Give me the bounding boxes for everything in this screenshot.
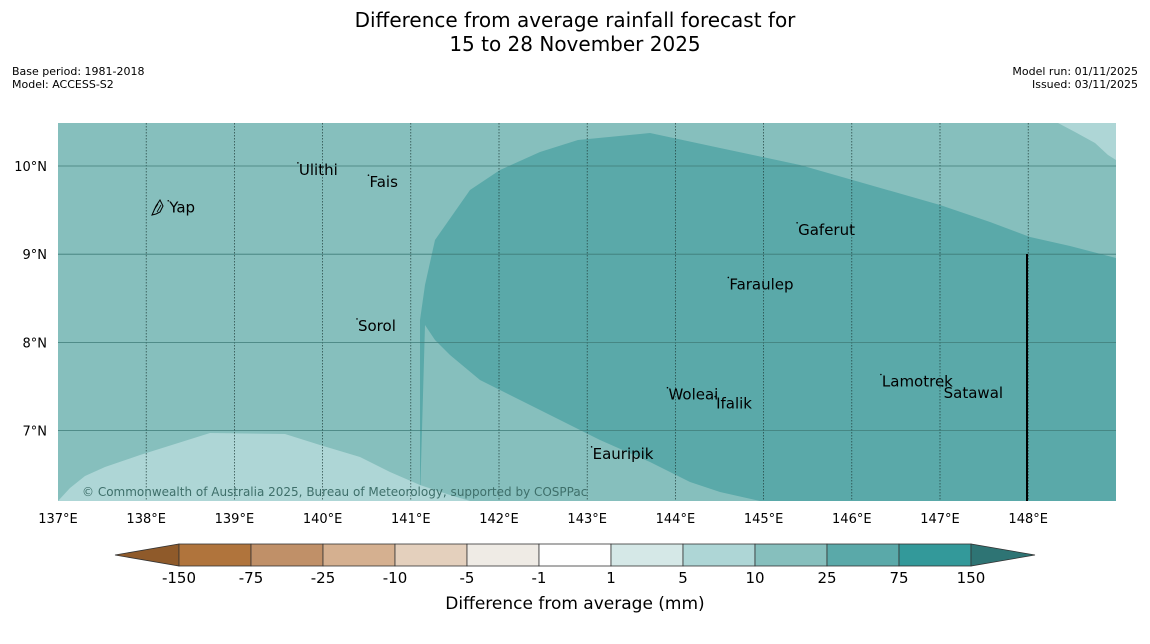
map-panel: Yap Ulithi Fais Gaferut Faraulep Sorol WoleaiI… [58,123,1116,501]
colorbar-tick-label: 5 [678,569,688,587]
colorbar-tick-label: 25 [817,569,836,587]
colorbar-bin [178,543,252,567]
colorbar-tick-label: -1 [532,569,547,587]
colorbar-tick-label: -10 [383,569,408,587]
place-labels: Yap Ulithi Fais Gaferut Faraulep Sorol WoleaiI… [167,161,1003,463]
place-marker [297,162,299,164]
latitude-tick-label: 8°N [23,336,48,351]
latitude-tick-label: 10°N [14,160,47,175]
graticule [58,123,1116,501]
chart-title: Difference from average rainfall forecas… [0,8,1150,56]
latitude-labels: 10°N 9°N 8°N 7°N [14,160,47,440]
longitude-tick-label: 148°E [1008,512,1048,527]
place-label: Lamotrek [882,373,953,391]
base-info: Base period: 1981-2018 Model: ACCESS-S2 [12,65,144,91]
title-line-1: Difference from average rainfall forecas… [354,8,796,32]
colorbar-under-arrow [114,543,180,567]
place-marker [367,174,370,176]
colorbar-bin [898,543,972,567]
issued-date: Issued: 03/11/2025 [1031,78,1138,91]
latitude-tick-label: 7°N [23,425,48,440]
place-marker [880,373,882,376]
yap-island-detail [153,203,162,213]
colorbar-bin [538,543,612,567]
colorbar-bin [610,543,684,567]
run-info: Model run: 01/11/2025 Issued: 03/11/2025 [1012,65,1138,91]
longitude-tick-label: 140°E [303,512,343,527]
longitude-tick-label: 138°E [126,512,166,527]
model-run: Model run: 01/11/2025 [1012,65,1138,78]
place-marker [590,446,593,448]
colorbar-bin [394,543,468,567]
colorbar-bin [322,543,396,567]
longitude-tick-label: 144°E [656,512,696,527]
longitude-labels: 137°E 138°E 139°E 140°E 141°E 142°E 143°E 144°E… [38,512,1048,527]
colorbar-bin [466,543,540,567]
colorbar-bin [250,543,324,567]
longitude-tick-label: 142°E [479,512,519,527]
colorbar-over-arrow [970,543,1036,567]
longitude-tick-label: 146°E [832,512,872,527]
place-marker [167,199,170,202]
longitude-tick-label: 137°E [38,512,78,527]
place-label: Ifalik [716,395,752,413]
yap-island-outline [151,199,164,216]
colorbar-tick-label: 1 [606,569,616,587]
colorbar-bin [682,543,756,567]
place-marker [796,221,798,224]
latitude-tick-label: 9°N [23,248,48,263]
place-marker [666,386,669,389]
colorbar-tick-label: 75 [889,569,908,587]
place-marker [714,395,716,398]
place-marker [727,276,730,279]
colorbar-title: Difference from average (mm) [445,594,704,614]
copyright-notice: © Commonwealth of Australia 2025, Bureau… [82,485,587,499]
longitude-tick-label: 147°E [920,512,960,527]
longitude-tick-label: 139°E [215,512,255,527]
field-drier-area-south [58,433,470,501]
colorbar-tick-label: -5 [460,569,475,587]
base-period: Base period: 1981-2018 [12,65,145,78]
place-label: Sorol [358,317,396,335]
place-label: Woleai [668,386,718,404]
colorbar-tick-label: -150 [162,569,196,587]
longitude-tick-label: 141°E [391,512,431,527]
place-label: Satawal [944,384,1003,402]
field-wetter-area [420,133,1116,501]
place-label: Eauripik [593,445,654,463]
place-marker [356,318,358,320]
colorbar-bin [826,543,900,567]
field-drier-area-northeast [1058,123,1116,160]
place-label: Faraulep [729,275,793,293]
colorbar-tick-label: 10 [745,569,764,587]
colorbar: -150 -75 -25 -10 -5 -1 1 5 10 25 75 150 [114,543,1036,587]
place-label: Gaferut [798,221,855,239]
place-label: Fais [369,173,398,191]
longitude-tick-label: 143°E [567,512,607,527]
colorbar-tick-label: -25 [311,569,336,587]
colorbar-bin [754,543,828,567]
place-label: Ulithi [299,161,338,179]
place-label: Yap [168,199,195,217]
title-line-2: 15 to 28 November 2025 [449,32,701,56]
longitude-tick-label: 145°E [744,512,784,527]
model-name: Model: ACCESS-S2 [12,78,114,91]
colorbar-tick-label: 150 [957,569,986,587]
place-marker [941,385,944,387]
colorbar-tick-label: -75 [239,569,264,587]
